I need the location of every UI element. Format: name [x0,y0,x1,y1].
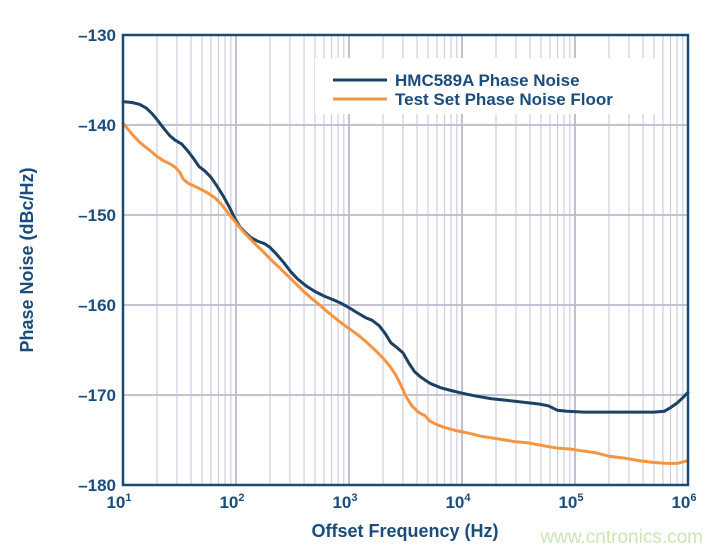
x-axis-title: Offset Frequency (Hz) [311,521,498,541]
y-tick-label: –140 [78,116,116,135]
y-tick-label: –130 [78,26,116,45]
watermark: www.cntronics.com [539,527,703,548]
x-tick-label: 104 [445,492,471,512]
grid-lines [122,35,689,485]
x-tick-label: 102 [219,492,244,512]
x-tick-label: 103 [332,492,357,512]
y-tick-label: –170 [78,386,116,405]
plot-frame [121,33,690,487]
series-curve-1 [121,121,690,465]
legend-label-hmc589a: HMC589A Phase Noise [395,71,580,90]
x-tick-label: 101 [106,492,131,512]
series-curve-0 [121,100,690,414]
y-tick-label: –180 [78,476,116,495]
legend: HMC589A Phase Noise Test Set Phase Noise… [315,58,655,114]
y-tick-label: –150 [78,206,116,225]
legend-background [315,58,655,114]
x-tick-label: 105 [558,492,583,512]
y-axis-title: Phase Noise (dBc/Hz) [17,167,37,352]
x-tick-label: 106 [671,492,696,512]
legend-label-test-set: Test Set Phase Noise Floor [395,90,613,109]
curves [121,100,690,465]
y-tick-label: –160 [78,296,116,315]
